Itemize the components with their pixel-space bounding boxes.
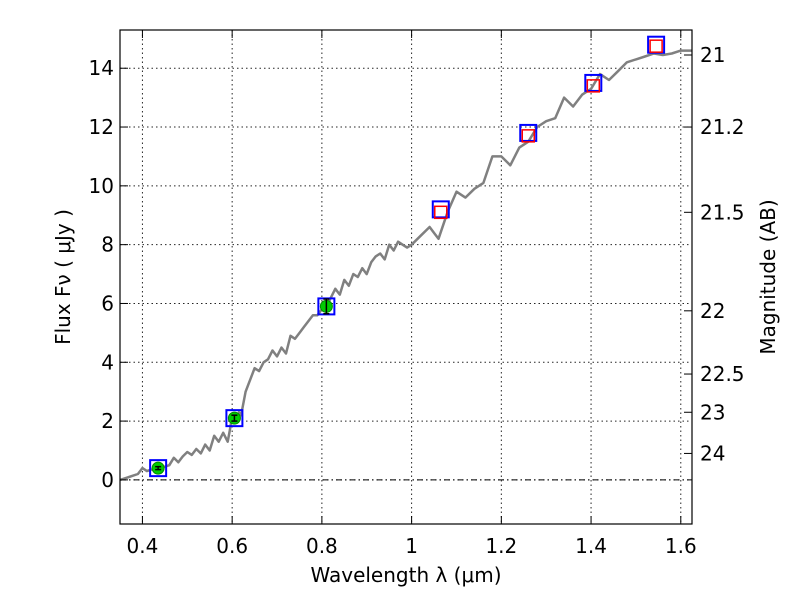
x-tick-label: 1.2 — [485, 534, 517, 558]
y2-tick-label: 22.5 — [700, 362, 745, 386]
x-tick-label: 1.6 — [665, 534, 697, 558]
model-photometry-square — [519, 123, 538, 142]
y-tick-label: 6 — [101, 291, 114, 315]
y2-tick-label: 22 — [700, 299, 725, 323]
x-tick-label: 1 — [405, 534, 418, 558]
upper-limit-square — [586, 79, 601, 93]
upper-limit-square — [521, 129, 536, 143]
spectrum-line — [119, 49, 692, 482]
upper-limit-square — [434, 205, 448, 220]
plot-frame — [119, 29, 693, 525]
model-photometry-square — [431, 200, 450, 219]
x-tick-label: 1.4 — [575, 534, 607, 558]
upper-limit-square — [649, 39, 663, 53]
y2-tick-label: 24 — [700, 441, 725, 465]
model-photometry-square — [584, 73, 603, 92]
y2-tick-label: 21.5 — [700, 200, 745, 224]
y-tick-label: 0 — [101, 468, 114, 492]
y-tick-label: 12 — [89, 115, 114, 139]
tick-marks — [120, 30, 692, 524]
y-tick-label: 10 — [89, 174, 114, 198]
y2-tick-label: 23 — [700, 400, 725, 424]
y2-axis-title: Magnitude (AB) — [756, 199, 780, 354]
x-tick-label: 0.6 — [216, 534, 248, 558]
series-layer — [119, 35, 692, 482]
y-tick-label: 2 — [101, 409, 114, 433]
x-tick-label: 0.8 — [306, 534, 338, 558]
y-tick-label: 14 — [89, 56, 114, 80]
tick-labels: 0.4 0.6 0.8 1 1.2 1.4 1.6024681012142121.221.5… — [89, 43, 745, 558]
x-axis-title: Wavelength λ (μm) — [310, 563, 501, 587]
y2-tick-label: 21 — [700, 43, 725, 67]
model-photometry-square — [149, 459, 168, 478]
plot-background — [120, 30, 692, 524]
y-tick-label: 8 — [101, 233, 114, 257]
y-axis-title: Flux Fν ( μJy ) — [51, 209, 75, 345]
x-tick-label: 0.4 — [127, 534, 159, 558]
model-photometry-square — [225, 409, 244, 428]
y-tick-label: 4 — [101, 350, 114, 374]
y2-tick-label: 21.2 — [700, 115, 745, 139]
